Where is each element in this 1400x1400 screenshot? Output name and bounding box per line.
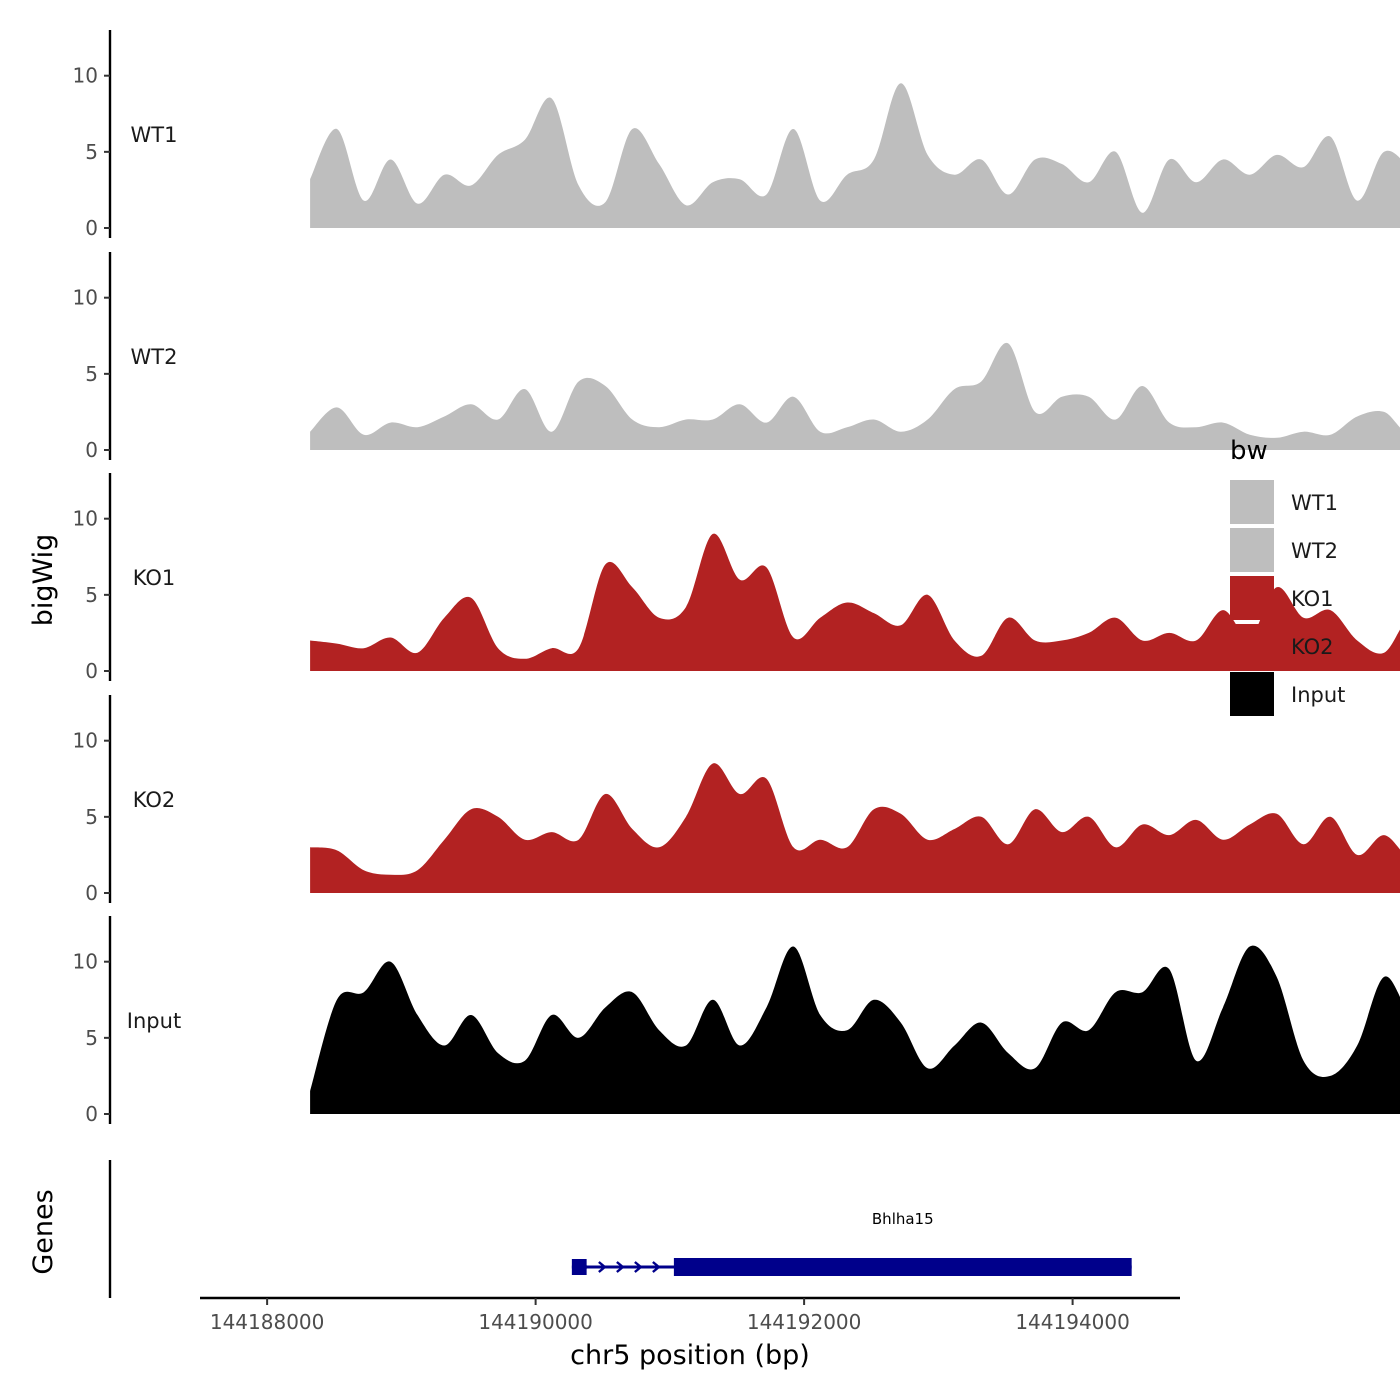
y-tick-label: 5 [85, 805, 98, 829]
legend-label-wt1: WT1 [1291, 491, 1338, 515]
x-tick-label: 144190000 [478, 1310, 593, 1334]
legend-key-ko2 [1230, 624, 1274, 668]
x-tick-label: 144192000 [747, 1310, 862, 1334]
y-tick-label: 0 [85, 216, 98, 240]
strand-arrow [634, 1261, 643, 1273]
y-tick-label: 0 [85, 881, 98, 905]
y-tick-label: 10 [73, 950, 98, 974]
legend-title: bw [1230, 436, 1268, 466]
y-tick-label: 10 [73, 729, 98, 753]
track-label-wt1: WT1 [131, 123, 178, 147]
legend-key-wt1 [1230, 480, 1274, 524]
y-tick-label: 0 [85, 438, 98, 462]
y-tick-label: 5 [85, 362, 98, 386]
track-wt2: 0 5 10 WT2 [73, 252, 1400, 462]
strand-arrow [616, 1261, 625, 1273]
legend-key-input [1230, 672, 1274, 716]
legend-label-wt2: WT2 [1291, 539, 1338, 563]
x-axis-title: chr5 position (bp) [570, 1340, 810, 1371]
legend-key-wt2 [1230, 528, 1274, 572]
gene-cds [673, 1258, 1132, 1276]
track-label-ko1: KO1 [133, 566, 176, 590]
legend-label-ko2: KO2 [1291, 635, 1334, 659]
gene-exon [571, 1259, 587, 1275]
y-tick-label: 10 [73, 507, 98, 531]
coverage-area-wt1 [310, 83, 1400, 228]
y-tick-label: 5 [85, 1026, 98, 1050]
strand-arrow [598, 1261, 607, 1273]
coverage-area-wt2 [310, 343, 1400, 450]
track-ko1: 0 5 10 KO1 [73, 473, 1400, 683]
coverage-area-ko1 [310, 533, 1400, 671]
y-tick-label: 10 [73, 286, 98, 310]
y-axis-title: bigWig [28, 534, 59, 627]
y-tick-label: 5 [85, 140, 98, 164]
genes-axis-title: Genes [28, 1189, 59, 1274]
genes-track: Bhlha15 [108, 1160, 1132, 1298]
y-tick-label: 10 [73, 64, 98, 88]
y-tick-label: 0 [85, 659, 98, 683]
bigwig-tracks: 0 5 10 WT1 0 5 10 WT2 0 5 10 KO1 0 5 10 KO2 0 5 10 Input [73, 30, 1400, 1126]
track-input: 0 5 10 Input [73, 916, 1400, 1126]
x-tick-label: 144194000 [1015, 1310, 1130, 1334]
gene-name-label: Bhlha15 [872, 1210, 934, 1228]
gene-bhlha15: Bhlha15 [571, 1210, 1132, 1276]
coverage-area-ko2 [310, 763, 1400, 893]
legend: bw WT1 WT2 KO1 KO2 Input [1230, 436, 1345, 716]
legend-key-ko1 [1230, 576, 1274, 620]
coverage-area-input [310, 945, 1400, 1114]
y-tick-label: 0 [85, 1102, 98, 1126]
y-tick-label: 5 [85, 583, 98, 607]
track-label-input: Input [127, 1009, 181, 1033]
track-label-wt2: WT2 [131, 345, 178, 369]
track-ko2: 0 5 10 KO2 [73, 695, 1400, 905]
legend-label-ko1: KO1 [1291, 587, 1334, 611]
track-wt1: 0 5 10 WT1 [73, 30, 1400, 240]
x-tick-label: 144188000 [210, 1310, 325, 1334]
legend-label-input: Input [1291, 683, 1345, 707]
x-axis: 144188000 144190000 144192000 144194000 [200, 1296, 1180, 1334]
track-label-ko2: KO2 [133, 788, 176, 812]
strand-arrow [652, 1261, 661, 1273]
